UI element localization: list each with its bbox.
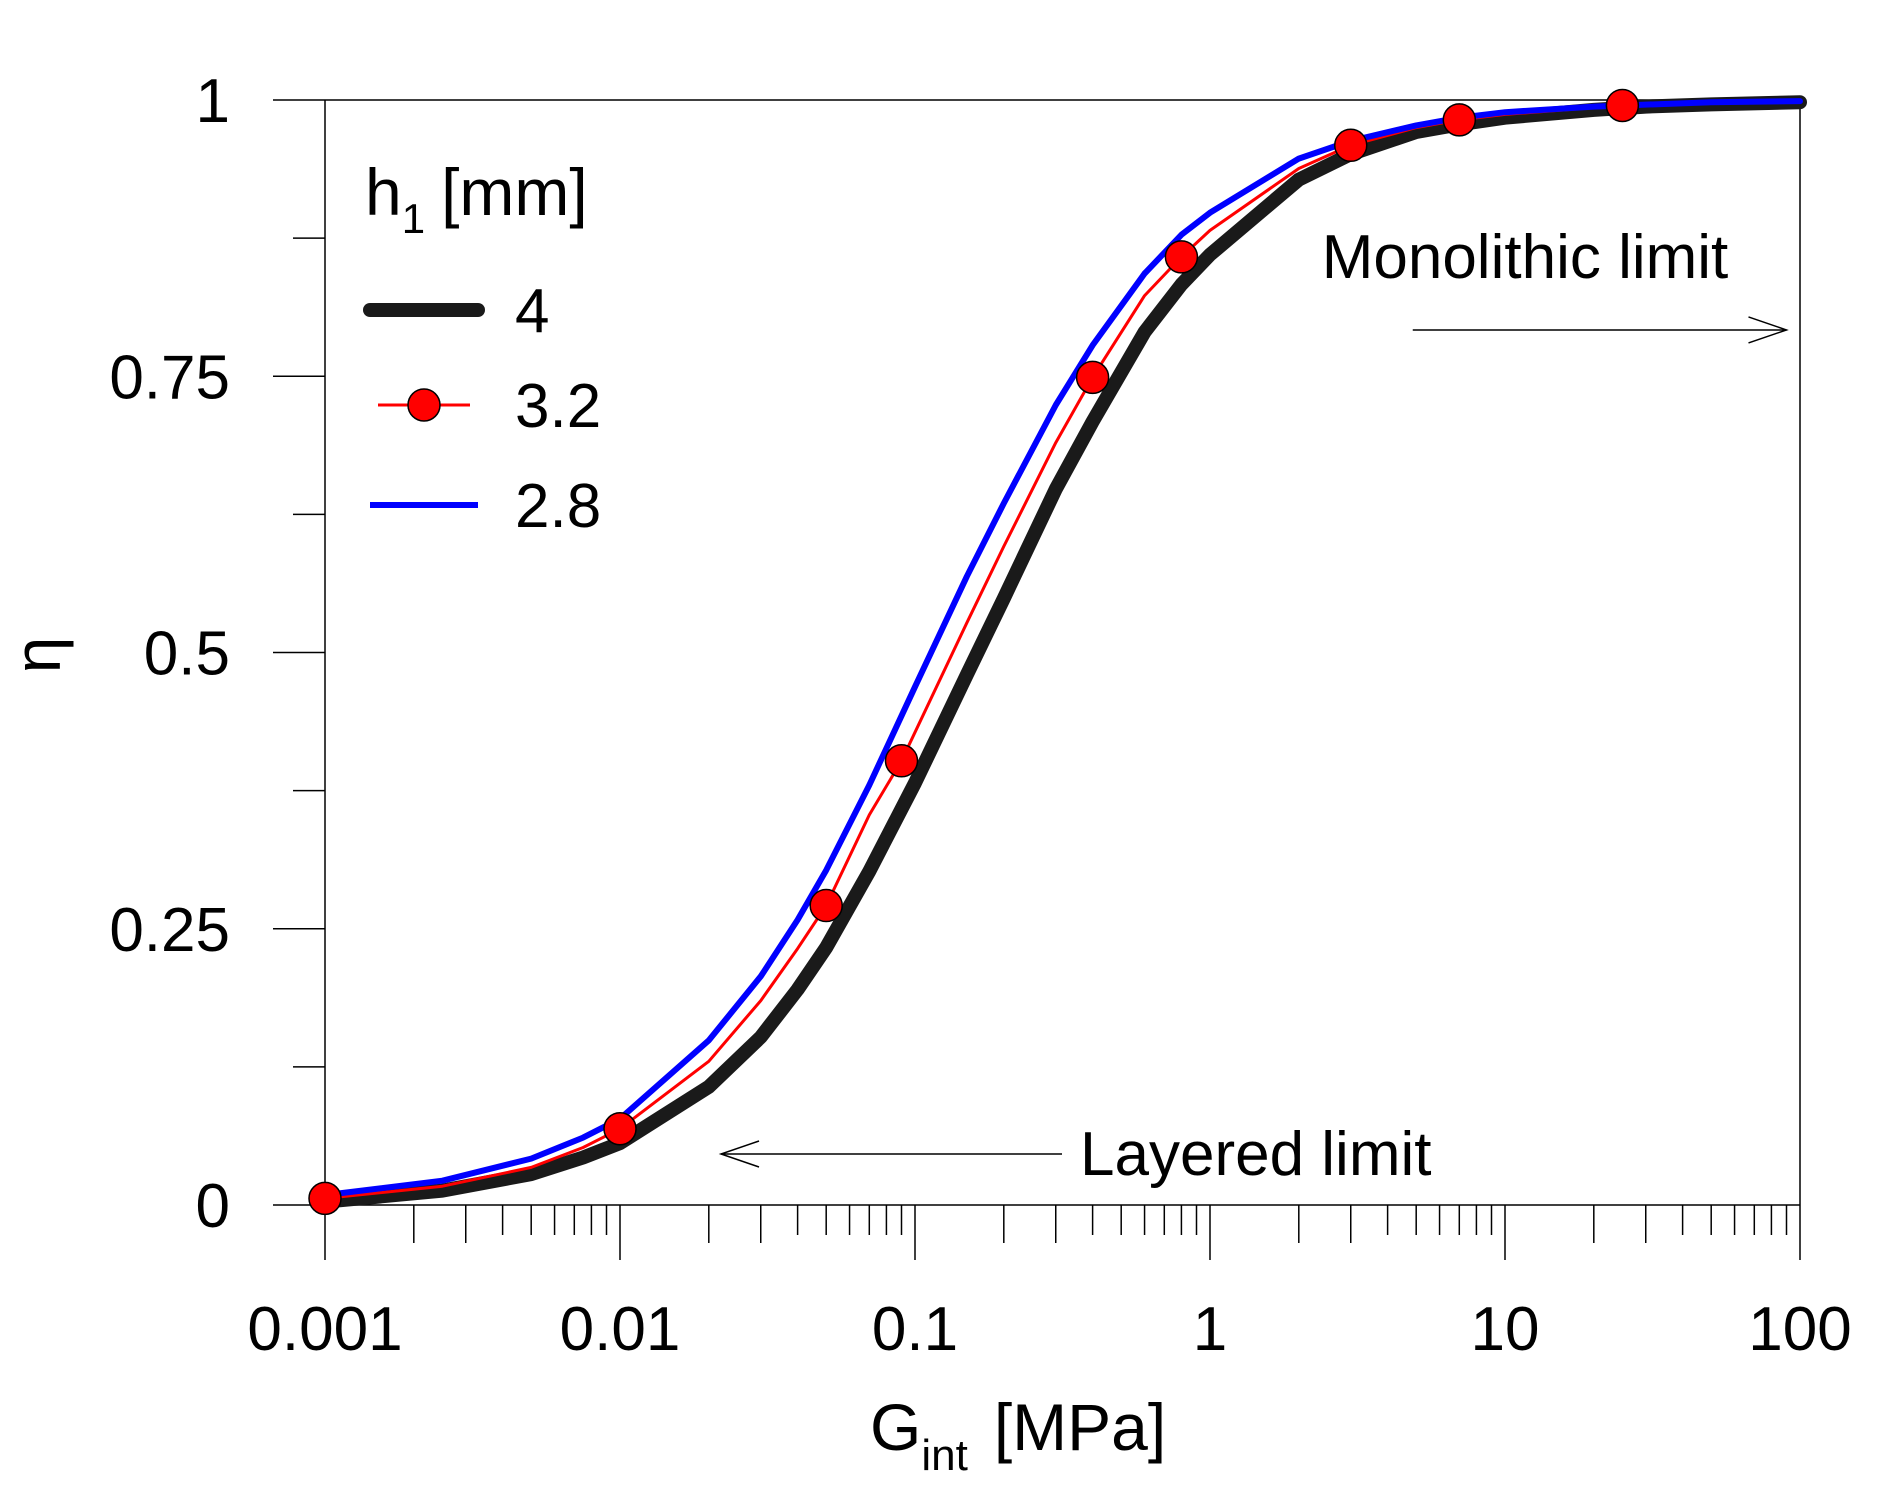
y-tick-label: 0.5 bbox=[144, 620, 230, 689]
legend-label-4: 4 bbox=[515, 277, 549, 346]
arrow-layered-head bbox=[718, 1140, 760, 1168]
y-tick-label: 1 bbox=[196, 67, 230, 136]
x-axis-title: Gint [MPa] bbox=[870, 1390, 1166, 1480]
arrow-monolithic-head bbox=[1748, 316, 1789, 344]
x-tick-label: 100 bbox=[1748, 1295, 1851, 1364]
data-point-3-2 bbox=[809, 888, 843, 923]
annotation-layer: Monolithic limit Layered limit bbox=[718, 223, 1789, 1189]
data-point-3-2 bbox=[1075, 360, 1110, 395]
legend-title-main: h bbox=[365, 155, 402, 229]
data-point-3-2 bbox=[884, 744, 919, 778]
x-axis-title-sub: int bbox=[921, 1431, 967, 1480]
x-axis-title-unit: [MPa] bbox=[994, 1390, 1166, 1464]
annotation-layered-limit: Layered limit bbox=[1080, 1120, 1431, 1189]
series-line-4 bbox=[318, 95, 1807, 1209]
x-tick-label: 0.1 bbox=[872, 1295, 958, 1364]
x-tick-label: 1 bbox=[1193, 1295, 1227, 1364]
legend: h1 [mm] 4 3.2 2.8 bbox=[363, 155, 601, 541]
x-tick-label: 10 bbox=[1471, 1295, 1540, 1364]
y-axis: 0 0.25 0.5 0.75 1 bbox=[109, 67, 325, 1241]
y-tick-label: 0.75 bbox=[109, 343, 230, 412]
x-axis-title-main: G bbox=[870, 1390, 921, 1464]
data-point-3-2 bbox=[1164, 240, 1199, 274]
marker-layer bbox=[308, 88, 1640, 1216]
data-point-3-2 bbox=[308, 1181, 342, 1216]
legend-marker-3-2 bbox=[407, 388, 441, 422]
y-tick-label: 0 bbox=[196, 1172, 230, 1241]
x-tick-label: 0.01 bbox=[560, 1295, 681, 1364]
data-point-3-2 bbox=[603, 1112, 637, 1146]
legend-title-unit: [mm] bbox=[441, 155, 588, 229]
x-tick-label: 0.001 bbox=[247, 1295, 402, 1364]
legend-title: h1 [mm] bbox=[365, 155, 588, 242]
x-axis: 0.001 0.01 0.1 1 10 100 bbox=[247, 1205, 1852, 1364]
data-point-3-2 bbox=[1442, 103, 1477, 137]
data-point-3-2 bbox=[1605, 88, 1640, 123]
legend-label-2-8: 2.8 bbox=[515, 472, 601, 541]
data-point-3-2 bbox=[1334, 128, 1368, 163]
y-axis-title: η bbox=[0, 637, 74, 674]
legend-title-sub: 1 bbox=[402, 195, 425, 242]
annotation-monolithic-limit: Monolithic limit bbox=[1322, 223, 1729, 292]
y-tick-label: 0.25 bbox=[109, 896, 230, 965]
legend-label-3-2: 3.2 bbox=[515, 372, 601, 441]
